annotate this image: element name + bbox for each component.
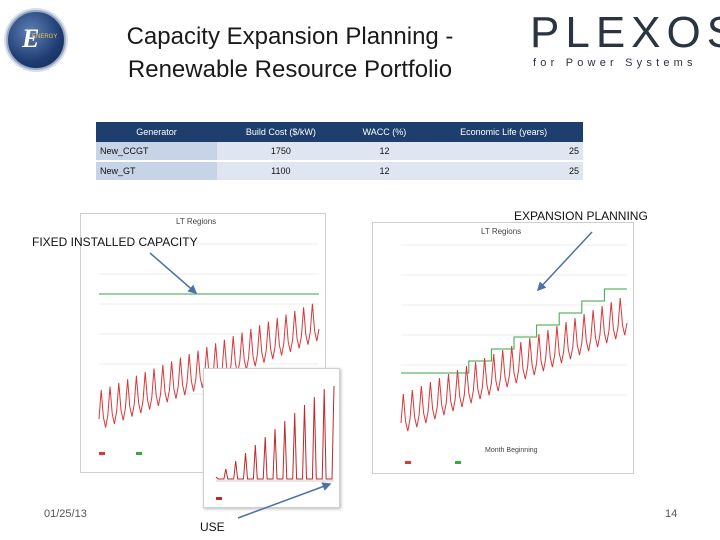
left-chart-title: LT Regions <box>176 217 217 226</box>
fixed-capacity-label: FIXED INSTALLED CAPACITY <box>32 235 198 249</box>
footer-date: 01/25/13 <box>44 508 87 520</box>
plexos-wordmark: PLEXOS <box>530 8 720 57</box>
page-number: 14 <box>665 508 678 520</box>
column-header: WACC (%) <box>344 122 425 142</box>
inset-chart <box>203 368 340 508</box>
inset-chart-use-line <box>215 385 335 480</box>
expansion-planning-label: EXPANSION PLANNING <box>514 209 648 223</box>
generator-table: Generator Build Cost ($/kW) WACC (%) Eco… <box>96 122 583 182</box>
energy-logo-text: ENERGY <box>32 34 58 40</box>
table-cell: New_GT <box>96 161 217 182</box>
table-row: New_GT 1100 12 25 <box>96 161 583 182</box>
right-chart-capacity-step <box>401 288 627 374</box>
table-cell: 25 <box>424 161 583 182</box>
column-header: Generator <box>96 122 217 142</box>
plexos-tagline: for Power Systems <box>533 57 697 69</box>
right-chart-title: LT Regions <box>481 227 522 236</box>
energy-logo-letter: E <box>22 24 40 53</box>
table-cell: 12 <box>344 142 425 162</box>
table-header-row: Generator Build Cost ($/kW) WACC (%) Eco… <box>96 122 583 142</box>
right-chart-xlabel: Month Beginning <box>485 447 538 454</box>
plexos-logo: PLEXOS ® <box>530 8 720 58</box>
column-header: Build Cost ($/kW) <box>217 122 345 142</box>
table-cell: 1100 <box>217 161 345 182</box>
table-row: New_CCGT 1750 12 25 <box>96 142 583 162</box>
right-chart: LT Regions Month Beginning <box>372 222 634 474</box>
right-chart-plot <box>400 244 628 464</box>
table-cell: 25 <box>424 142 583 162</box>
column-header: Economic Life (years) <box>424 122 583 142</box>
inset-chart-plot <box>215 385 335 500</box>
table-cell: New_CCGT <box>96 142 217 162</box>
use-label: USE <box>200 520 225 534</box>
right-chart-load-line <box>400 297 628 432</box>
inset-chart-legend-swatch <box>216 497 222 500</box>
energy-logo: E ENERGY <box>6 10 66 70</box>
slide-title-line2: Renewable Resource Portfolio <box>127 56 453 83</box>
right-chart-legend <box>405 461 461 464</box>
slide-title-line1: Capacity Expansion Planning - <box>126 23 454 50</box>
left-chart-legend <box>99 452 142 455</box>
table-cell: 1750 <box>217 142 345 162</box>
slide-title: Capacity Expansion Planning - Renewable … <box>110 20 470 86</box>
table-cell: 12 <box>344 161 425 182</box>
